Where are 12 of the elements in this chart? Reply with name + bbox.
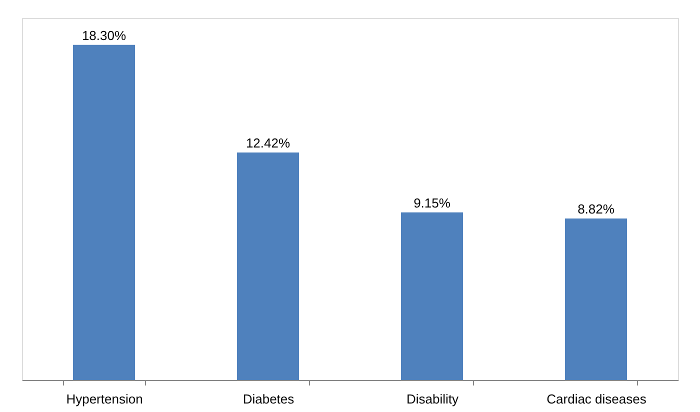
data-label: 18.30% — [82, 28, 126, 43]
bar — [73, 44, 135, 380]
bar — [237, 152, 299, 380]
bar — [565, 218, 627, 380]
bar — [401, 212, 463, 380]
x-tick-label: Disability — [406, 392, 460, 406]
x-tick-label: Cardiac diseases — [546, 392, 647, 406]
data-label: 9.15% — [414, 195, 451, 210]
data-label: 8.82% — [578, 201, 615, 216]
x-tick-label: Hypertension — [66, 392, 143, 406]
data-label: 12.42% — [246, 136, 290, 151]
x-tick-label: Diabetes — [242, 392, 295, 406]
